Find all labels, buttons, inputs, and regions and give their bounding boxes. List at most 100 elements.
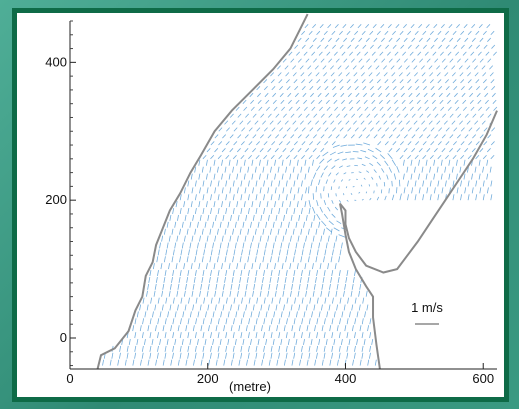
vector-mark (263, 180, 266, 187)
vector-mark (228, 263, 231, 270)
vector-mark (215, 359, 218, 366)
vector-mark (354, 79, 359, 84)
vector-mark (182, 311, 185, 318)
vector-mark (313, 304, 316, 311)
vector-mark (203, 249, 206, 256)
chart-panel: 0 200 400 0 200 400 600 (metre) 1 m/s (12, 8, 509, 402)
vector-mark (250, 311, 253, 318)
vector-mark (231, 276, 234, 283)
vector-mark (437, 154, 442, 160)
vector-mark (445, 79, 449, 84)
vector-mark (178, 276, 181, 283)
vector-mark (490, 79, 495, 84)
vector-mark (329, 359, 332, 366)
vector-mark (333, 338, 336, 345)
vector-mark (191, 235, 194, 242)
vector-mark (462, 106, 467, 111)
vector-mark (286, 127, 291, 132)
vector-mark (310, 242, 313, 249)
vector-mark (438, 127, 443, 132)
vector-mark (202, 180, 205, 187)
vector-mark (460, 127, 465, 132)
vector-mark (225, 332, 228, 339)
vector-mark (189, 242, 192, 249)
vector-mark (388, 167, 392, 173)
vector-mark (228, 159, 231, 166)
vector-mark (421, 72, 426, 77)
vector-mark (181, 338, 184, 345)
vector-mark (198, 263, 201, 270)
vector-mark (297, 290, 300, 297)
vector-mark (195, 318, 198, 325)
vector-mark (429, 30, 434, 36)
vector-mark (202, 345, 205, 352)
vector-mark (381, 37, 385, 42)
vector-mark (428, 65, 433, 70)
vector-mark (487, 134, 492, 139)
vector-mark (391, 194, 395, 201)
vector-mark (332, 44, 337, 49)
vector-mark (147, 283, 150, 290)
vector-mark (224, 166, 227, 173)
vector-mark (285, 180, 288, 187)
vector-mark (438, 92, 443, 98)
vector-mark (301, 208, 303, 215)
vector-mark (250, 221, 252, 228)
vector-mark (293, 208, 296, 215)
vector-mark (456, 148, 461, 153)
vector-mark (364, 156, 370, 160)
vector-mark (256, 127, 261, 132)
vector-mark (336, 283, 339, 290)
vector-mark (174, 338, 177, 345)
vector-mark (179, 228, 181, 235)
vector-mark (259, 173, 261, 180)
vector-mark (263, 297, 266, 304)
vector-mark (209, 256, 212, 263)
vector-mark (204, 242, 207, 249)
vector-mark (460, 141, 465, 146)
vector-mark (319, 206, 323, 213)
vector-mark (293, 180, 296, 187)
vector-mark (331, 352, 334, 359)
vector-mark (466, 65, 471, 70)
vector-mark (410, 159, 413, 166)
vector-mark (383, 182, 386, 187)
vector-mark (299, 359, 301, 366)
vector-mark (187, 318, 190, 325)
vector-mark (335, 290, 338, 297)
vector-mark (338, 234, 346, 238)
vector-mark (335, 134, 340, 139)
vector-mark (328, 220, 334, 226)
vector-mark (250, 338, 252, 345)
vector-mark (214, 187, 217, 194)
vector-mark (205, 159, 208, 166)
vector-mark (327, 193, 330, 198)
vector-mark (256, 141, 260, 146)
vector-mark (222, 134, 227, 139)
vector-mark (406, 166, 409, 173)
vector-mark (251, 159, 254, 166)
vector-mark (247, 194, 250, 201)
vector-mark (288, 51, 293, 56)
vector-mark (328, 304, 331, 311)
vector-mark (482, 72, 487, 77)
vector-mark (316, 127, 321, 132)
vector-mark (423, 92, 428, 98)
vector-mark (202, 332, 205, 339)
vector-mark (205, 201, 208, 208)
vector-mark (323, 256, 325, 263)
vector-mark (423, 127, 427, 132)
vector-mark (471, 37, 476, 42)
vector-mark (479, 134, 484, 139)
vector-mark (255, 352, 258, 359)
vector-mark (433, 187, 436, 194)
vector-mark (234, 338, 237, 345)
vector-mark (353, 352, 356, 359)
vector-mark (290, 214, 293, 221)
vector-mark (342, 158, 347, 161)
vector-mark (333, 242, 336, 249)
vector-mark (256, 297, 259, 304)
vector-mark (364, 311, 367, 318)
vector-mark (371, 99, 376, 104)
